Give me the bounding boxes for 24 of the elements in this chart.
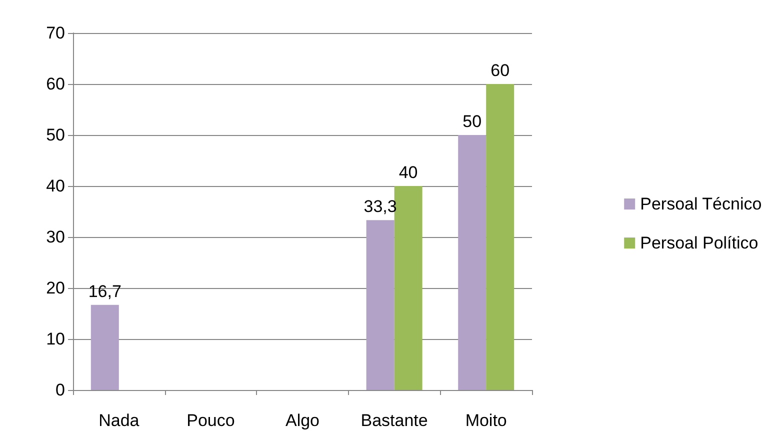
y-tick-label: 10 <box>46 330 65 348</box>
x-tick-label: Nada <box>98 411 140 430</box>
y-tick-label: 70 <box>46 24 65 42</box>
x-tick-label: Pouco <box>186 411 235 430</box>
x-tick-label: Bastante <box>360 411 428 430</box>
y-tick-label: 50 <box>46 126 65 144</box>
bar <box>458 135 486 390</box>
y-tick-label: 40 <box>46 176 65 196</box>
y-tick-label: 20 <box>46 278 65 298</box>
bar <box>394 186 422 390</box>
data-label: 16,7 <box>88 282 122 301</box>
y-tick-label: 0 <box>56 380 65 400</box>
bar <box>486 84 514 390</box>
legend-label: Persoal Técnico <box>640 194 762 214</box>
x-tick-label: Moito <box>465 411 507 430</box>
bar <box>366 220 394 390</box>
data-label: 40 <box>398 163 418 182</box>
data-label: 50 <box>462 112 482 131</box>
bar <box>90 304 119 390</box>
x-tick-label: Algo <box>285 411 320 430</box>
legend-label: Persoal Político <box>640 234 758 252</box>
data-label: 60 <box>490 61 510 80</box>
y-tick-label: 30 <box>46 228 65 246</box>
y-tick-label: 60 <box>46 74 65 94</box>
